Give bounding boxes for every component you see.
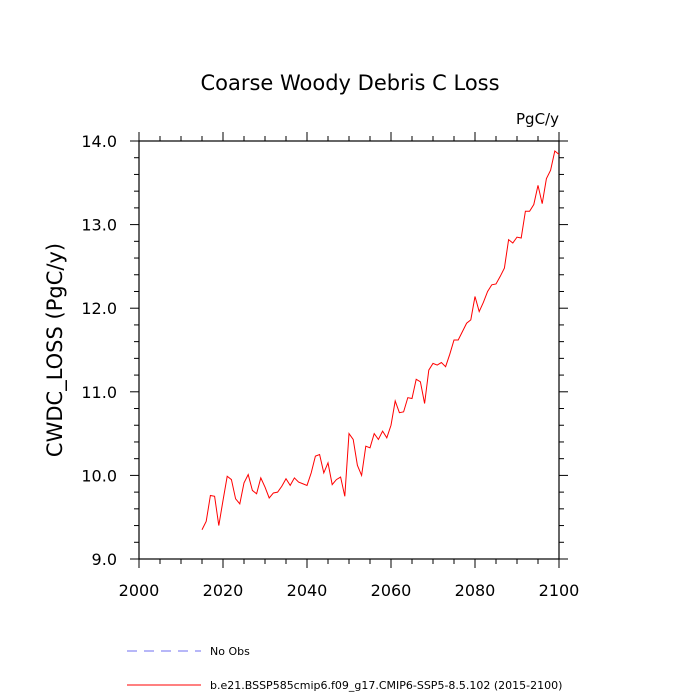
y-tick-label: 12.0 (81, 299, 117, 318)
legend-label: b.e21.BSSP585cmip6.f09_g17.CMIP6-SSP5-8.… (210, 679, 562, 692)
chart-title: Coarse Woody Debris C Loss (200, 71, 499, 95)
x-tick-label: 2040 (287, 581, 328, 600)
y-tick-label: 10.0 (81, 466, 117, 485)
x-tick-label: 2100 (539, 581, 580, 600)
y-axis-label: CWDC_LOSS (PgC/y) (43, 243, 68, 457)
y-tick-label: 11.0 (81, 383, 117, 402)
y-tick-label: 9.0 (92, 550, 117, 569)
x-tick-label: 2020 (203, 581, 244, 600)
legend-label: No Obs (210, 645, 250, 658)
units-label: PgC/y (516, 110, 559, 128)
y-tick-labels: 9.0 10.0 11.0 12.0 13.0 14.0 (81, 132, 117, 569)
legend: No Obs b.e21.BSSP585cmip6.f09_g17.CMIP6-S… (127, 645, 562, 692)
y-tick-label: 14.0 (81, 132, 117, 151)
x-tick-label: 2000 (119, 581, 160, 600)
series-line-1 (201, 150, 560, 530)
y-tick-label: 13.0 (81, 216, 117, 235)
x-tick-labels: 2000 2020 2040 2060 2080 2100 (119, 581, 580, 600)
x-tick-label: 2080 (455, 581, 496, 600)
series-lines (201, 150, 560, 530)
axis-ticks (130, 132, 568, 568)
plot-frame (138, 140, 560, 560)
x-tick-label: 2060 (371, 581, 412, 600)
